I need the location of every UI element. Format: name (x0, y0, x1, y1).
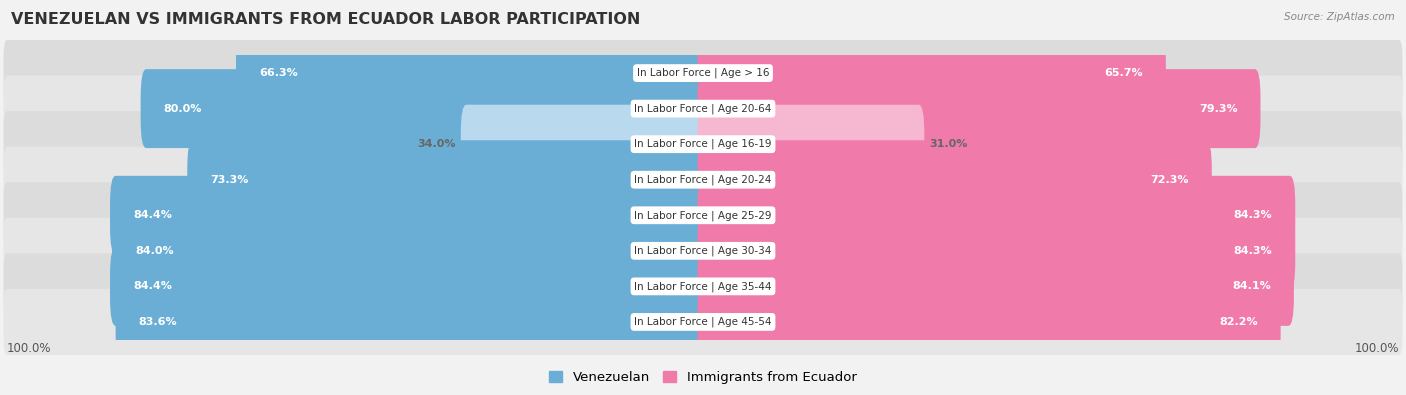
Text: 72.3%: 72.3% (1150, 175, 1189, 185)
Text: Source: ZipAtlas.com: Source: ZipAtlas.com (1284, 12, 1395, 22)
Text: In Labor Force | Age 16-19: In Labor Force | Age 16-19 (634, 139, 772, 149)
FancyBboxPatch shape (110, 247, 709, 326)
FancyBboxPatch shape (4, 182, 1402, 248)
FancyBboxPatch shape (115, 282, 709, 361)
Text: 73.3%: 73.3% (211, 175, 249, 185)
FancyBboxPatch shape (697, 211, 1295, 290)
Text: 65.7%: 65.7% (1104, 68, 1143, 78)
Text: In Labor Force | Age 45-54: In Labor Force | Age 45-54 (634, 317, 772, 327)
Text: 80.0%: 80.0% (163, 103, 202, 114)
FancyBboxPatch shape (4, 147, 1402, 213)
FancyBboxPatch shape (697, 69, 1260, 148)
FancyBboxPatch shape (236, 34, 709, 113)
FancyBboxPatch shape (697, 105, 924, 184)
FancyBboxPatch shape (697, 282, 1281, 361)
FancyBboxPatch shape (461, 105, 709, 184)
FancyBboxPatch shape (697, 34, 1166, 113)
Legend: Venezuelan, Immigrants from Ecuador: Venezuelan, Immigrants from Ecuador (550, 371, 856, 384)
Text: 79.3%: 79.3% (1199, 103, 1237, 114)
Text: 84.3%: 84.3% (1233, 210, 1272, 220)
Text: In Labor Force | Age 35-44: In Labor Force | Age 35-44 (634, 281, 772, 292)
FancyBboxPatch shape (112, 211, 709, 290)
Text: 83.6%: 83.6% (139, 317, 177, 327)
FancyBboxPatch shape (141, 69, 709, 148)
Text: 31.0%: 31.0% (929, 139, 967, 149)
FancyBboxPatch shape (110, 176, 709, 255)
Text: In Labor Force | Age 30-34: In Labor Force | Age 30-34 (634, 246, 772, 256)
Text: 34.0%: 34.0% (418, 139, 456, 149)
FancyBboxPatch shape (697, 176, 1295, 255)
Text: 66.3%: 66.3% (259, 68, 298, 78)
FancyBboxPatch shape (4, 75, 1402, 142)
FancyBboxPatch shape (4, 253, 1402, 320)
FancyBboxPatch shape (4, 111, 1402, 177)
Text: 84.1%: 84.1% (1232, 281, 1271, 292)
Text: In Labor Force | Age > 16: In Labor Force | Age > 16 (637, 68, 769, 78)
FancyBboxPatch shape (697, 140, 1212, 219)
Text: 84.0%: 84.0% (136, 246, 174, 256)
Text: 84.3%: 84.3% (1233, 246, 1272, 256)
Text: 82.2%: 82.2% (1219, 317, 1258, 327)
Text: VENEZUELAN VS IMMIGRANTS FROM ECUADOR LABOR PARTICIPATION: VENEZUELAN VS IMMIGRANTS FROM ECUADOR LA… (11, 12, 641, 27)
Text: 84.4%: 84.4% (134, 281, 172, 292)
Text: 84.4%: 84.4% (134, 210, 172, 220)
Text: 100.0%: 100.0% (7, 342, 52, 355)
Text: In Labor Force | Age 25-29: In Labor Force | Age 25-29 (634, 210, 772, 220)
Text: In Labor Force | Age 20-64: In Labor Force | Age 20-64 (634, 103, 772, 114)
Text: 100.0%: 100.0% (1354, 342, 1399, 355)
FancyBboxPatch shape (4, 289, 1402, 355)
FancyBboxPatch shape (4, 40, 1402, 106)
FancyBboxPatch shape (4, 218, 1402, 284)
FancyBboxPatch shape (187, 140, 709, 219)
Text: In Labor Force | Age 20-24: In Labor Force | Age 20-24 (634, 175, 772, 185)
FancyBboxPatch shape (697, 247, 1294, 326)
